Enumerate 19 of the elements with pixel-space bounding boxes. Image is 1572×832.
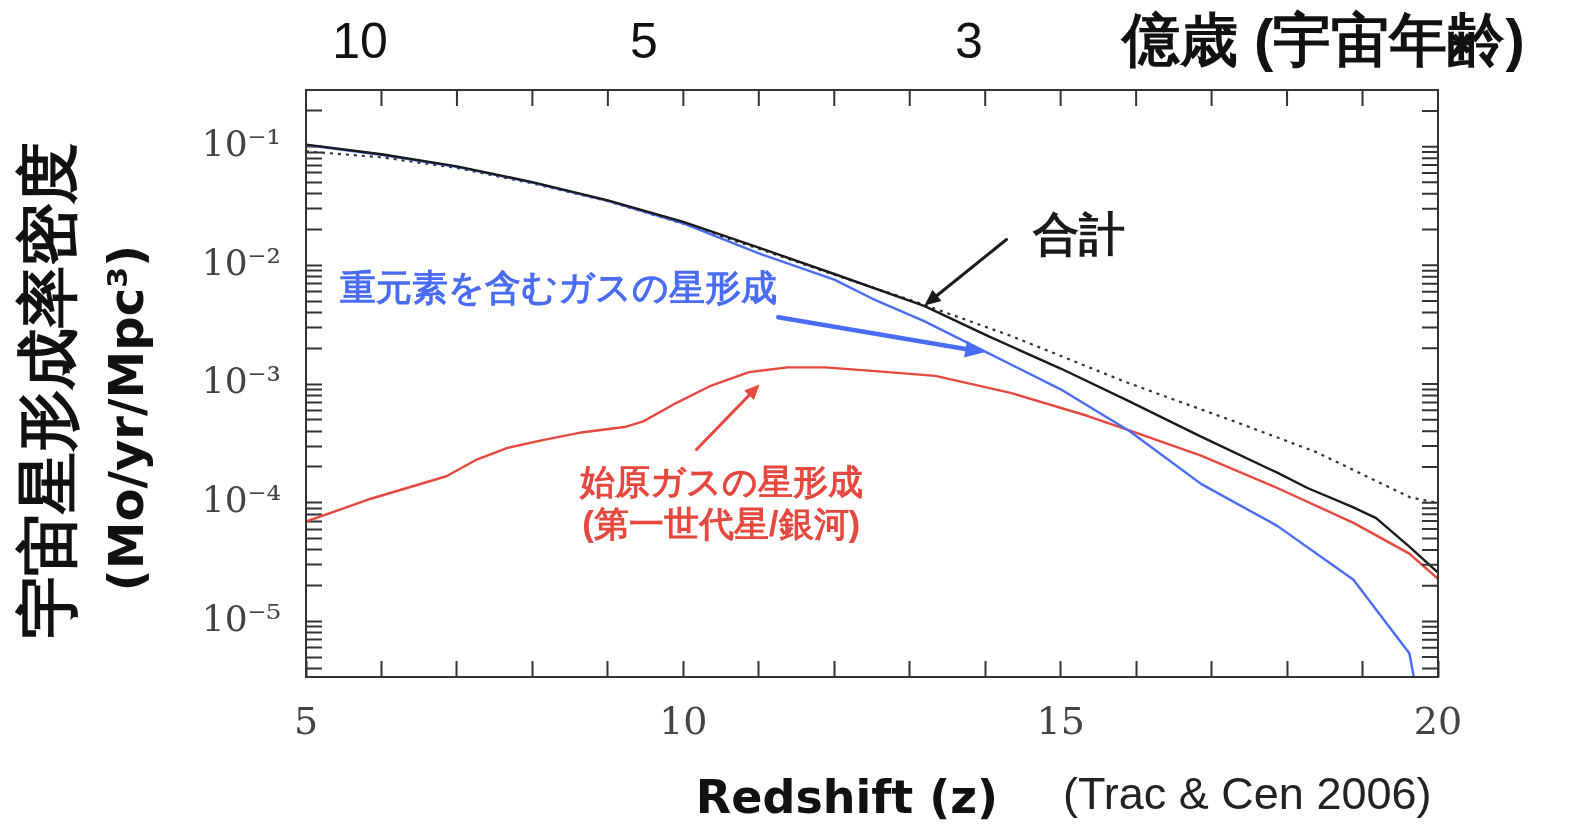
text: 億歳 (宇宙年齢) (1120, 7, 1525, 72)
text: 5 (630, 12, 658, 69)
annotation: 始原ガスの星形成 (第一世代星/銀河) (578, 461, 863, 543)
annotation: 重元素を含むガスの星形成 (339, 266, 777, 308)
annotation: 合計 (1032, 207, 1126, 260)
x-tick-label: 15 (1036, 698, 1085, 743)
y-axis-title: 宇宙星形成率密度 (Mo/yr/Mpc³) (13, 142, 155, 638)
text: (Trac & Cen 2006) (1063, 768, 1432, 820)
x-tick-label: 10 (659, 698, 708, 743)
y-tick-label: 10⁻² (201, 241, 281, 283)
y-tick-label: 10⁻⁴ (201, 479, 281, 521)
y-tick-label: 10⁻¹ (201, 122, 281, 164)
x-tick-label: 5 (293, 698, 319, 743)
text: 10 (332, 12, 388, 69)
y-tick-label: 10⁻³ (201, 360, 281, 402)
y-tick-label: 10⁻⁵ (201, 597, 281, 639)
x-axis-title: Redshift (z) (695, 769, 999, 824)
text: 3 (955, 12, 983, 69)
x-tick-label: 20 (1413, 698, 1463, 743)
